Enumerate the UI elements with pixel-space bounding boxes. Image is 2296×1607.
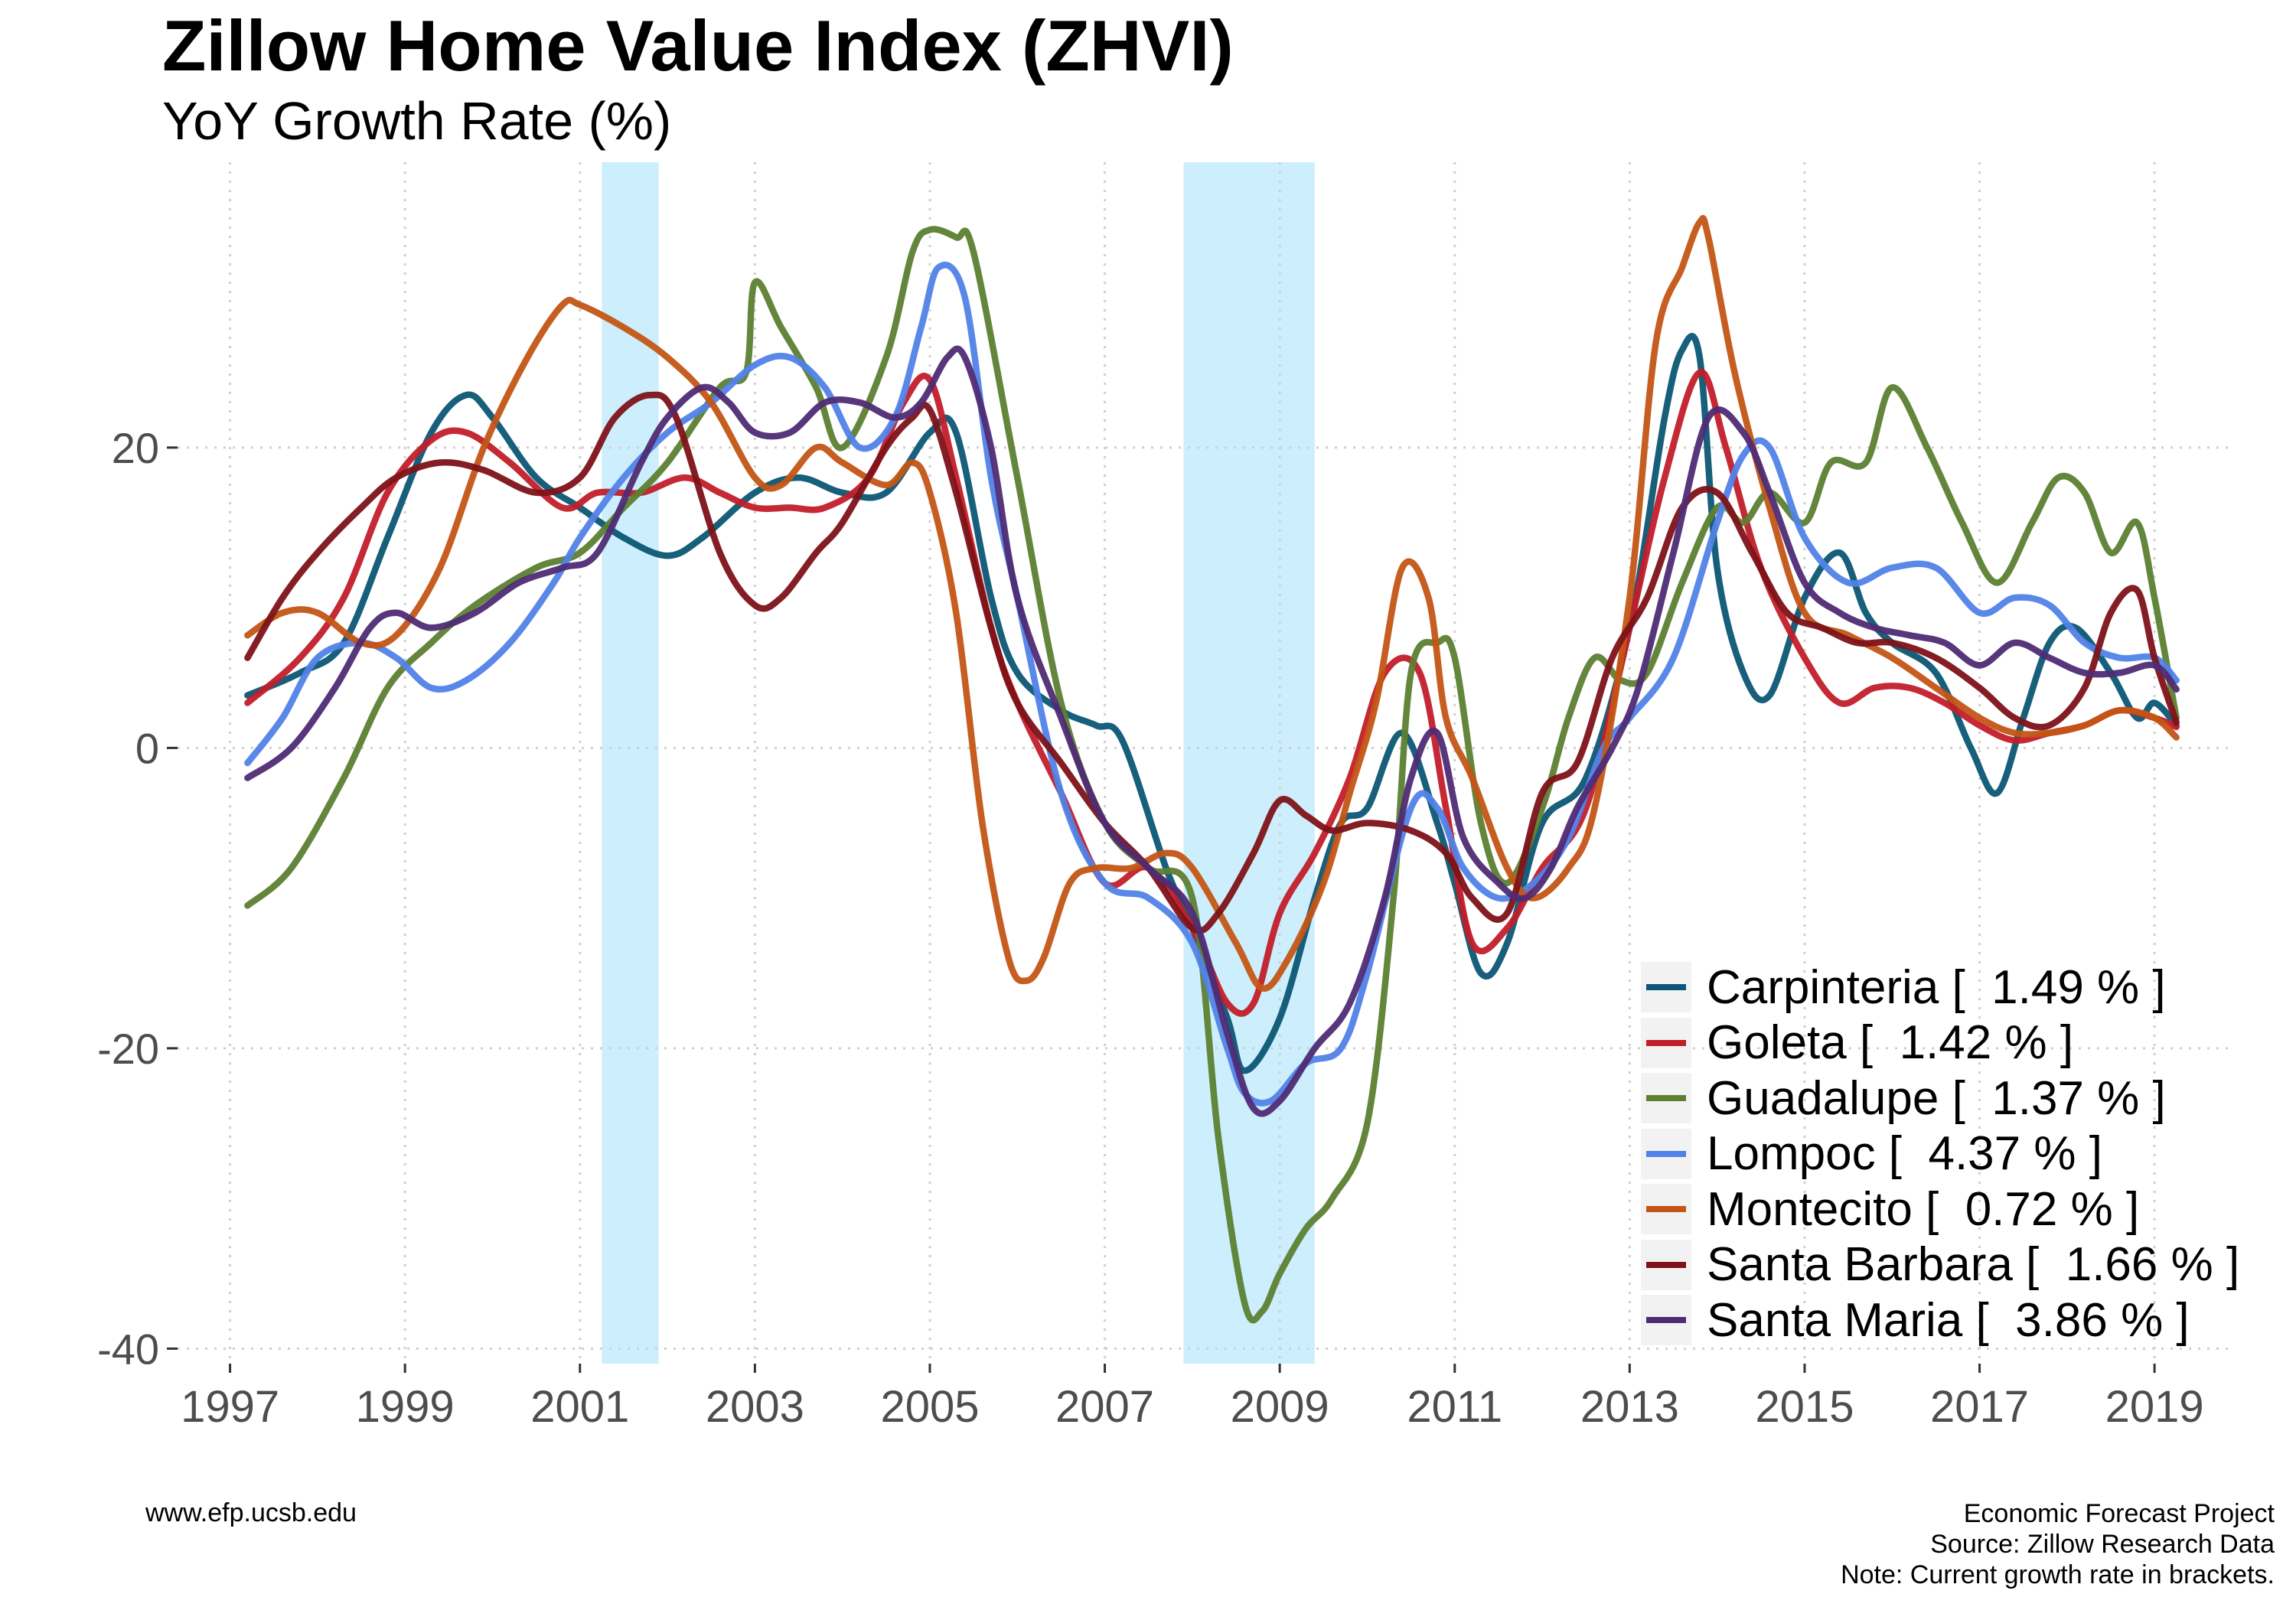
footer-org: Economic Forecast Project: [1963, 1499, 2275, 1528]
legend-key: [1641, 1128, 1691, 1179]
legend-label: Carpinteria [ 1.49 % ]: [1707, 960, 2166, 1014]
legend-item-6: Santa Barbara [ 1.66 % ]: [1641, 1237, 2239, 1293]
y-tick-label-0: 0: [135, 724, 159, 772]
legend-label: Lompoc [ 4.37 % ]: [1707, 1127, 2102, 1181]
y-tick-label--40: -40: [97, 1325, 159, 1373]
legend-label: Guadalupe [ 1.37 % ]: [1707, 1071, 2166, 1125]
x-tick-label-2005: 2005: [880, 1382, 979, 1432]
x-tick-label-2007: 2007: [1055, 1382, 1154, 1432]
legend-key: [1641, 1239, 1691, 1290]
legend-label: Goleta [ 1.42 % ]: [1707, 1016, 2074, 1070]
legend-key: [1641, 962, 1691, 1013]
chart-title: Zillow Home Value Index (ZHVI): [162, 5, 1234, 86]
series-line-7: [244, 345, 2180, 1117]
series-line-6: [244, 391, 2180, 934]
chart-legend: Carpinteria [ 1.49 % ] Goleta [ 1.42 % ] G…: [1641, 960, 2239, 1348]
legend-swatch: [1646, 1317, 1686, 1324]
x-tick-label-2009: 2009: [1231, 1382, 1329, 1432]
legend-swatch: [1646, 1095, 1686, 1102]
recession-band-2: [1183, 162, 1315, 1364]
x-tick-label-2013: 2013: [1580, 1382, 1679, 1432]
legend-item-7: Santa Maria [ 3.86 % ]: [1641, 1292, 2239, 1348]
x-tick-label-2019: 2019: [2105, 1382, 2204, 1432]
x-tick-label-2015: 2015: [1755, 1382, 1854, 1432]
chart-subtitle: YoY Growth Rate (%): [162, 91, 672, 151]
legend-item-3: Guadalupe [ 1.37 % ]: [1641, 1071, 2239, 1126]
legend-item-2: Goleta [ 1.42 % ]: [1641, 1015, 2239, 1071]
legend-key: [1641, 1184, 1691, 1235]
footer-source: Source: Zillow Research Data: [1930, 1530, 2275, 1559]
x-tick-label-2017: 2017: [1930, 1382, 2029, 1432]
x-tick-label-2001: 2001: [530, 1382, 629, 1432]
legend-label: Santa Maria [ 3.86 % ]: [1707, 1293, 2190, 1347]
series-line-2: [244, 369, 2180, 1017]
footer-website: www.efp.ucsb.edu: [145, 1498, 357, 1527]
footer-note: Note: Current growth rate in brackets.: [1841, 1560, 2275, 1589]
legend-swatch: [1646, 1150, 1686, 1157]
legend-label: Montecito [ 0.72 % ]: [1707, 1182, 2140, 1236]
y-tick-label--20: -20: [97, 1025, 159, 1073]
legend-swatch: [1646, 1039, 1686, 1046]
y-tick-label-20: 20: [112, 424, 159, 472]
legend-swatch: [1646, 1261, 1686, 1268]
legend-key: [1641, 1017, 1691, 1068]
legend-item-5: Montecito [ 0.72 % ]: [1641, 1182, 2239, 1237]
legend-item-4: Lompoc [ 4.37 % ]: [1641, 1126, 2239, 1182]
x-tick-label-2011: 2011: [1407, 1382, 1502, 1432]
x-tick-label-1999: 1999: [356, 1382, 455, 1432]
x-tick-label-2003: 2003: [706, 1382, 804, 1432]
legend-key: [1641, 1295, 1691, 1346]
legend-swatch: [1646, 984, 1686, 991]
footer-notes: Economic Forecast Project Source: Zillow…: [1841, 1498, 2275, 1590]
series-line-4: [244, 262, 2180, 1107]
legend-key: [1641, 1073, 1691, 1124]
legend-item-1: Carpinteria [ 1.49 % ]: [1641, 960, 2239, 1015]
legend-label: Santa Barbara [ 1.66 % ]: [1707, 1238, 2240, 1292]
legend-swatch: [1646, 1206, 1686, 1213]
x-tick-label-1997: 1997: [181, 1382, 279, 1432]
recession-band-1: [602, 162, 659, 1364]
